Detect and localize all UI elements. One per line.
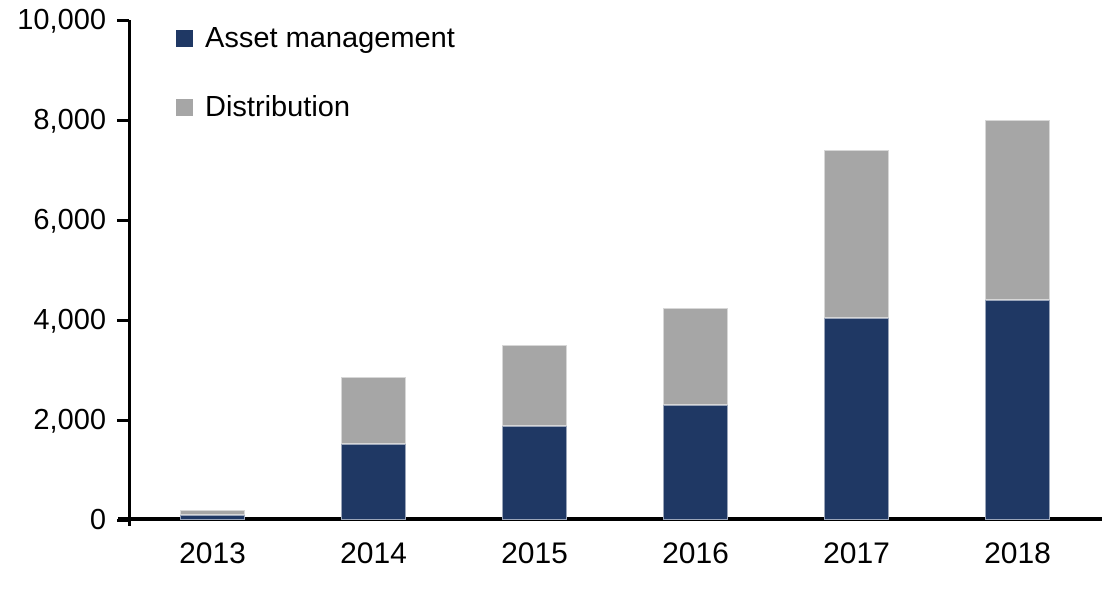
x-tick-label-2014: 2014 — [340, 537, 407, 570]
y-tick-label: 10,000 — [17, 4, 106, 36]
bar-segment-2015-asset-management — [502, 426, 567, 520]
y-tick-label: 6,000 — [33, 204, 106, 236]
bar-group-2016 — [663, 0, 728, 520]
bar-segment-2013-asset-management — [180, 514, 245, 520]
legend-item-asset-management: Asset management — [176, 22, 455, 54]
bar-segment-2016-distribution — [663, 307, 728, 405]
bar-segment-2014-distribution — [341, 377, 406, 444]
x-tick-label-2015: 2015 — [501, 537, 568, 570]
y-tick — [117, 118, 129, 122]
bar-segment-2013-distribution — [180, 510, 245, 515]
y-tick — [117, 418, 129, 422]
asset-management-swatch-icon — [176, 29, 193, 47]
y-tick — [117, 518, 129, 522]
bar-segment-2018-distribution — [985, 120, 1050, 300]
y-tick — [117, 218, 129, 222]
bar-segment-2017-distribution — [824, 150, 889, 318]
y-tick — [117, 318, 129, 322]
bar-segment-2017-asset-management — [824, 317, 889, 520]
bar-segment-2018-asset-management — [985, 300, 1050, 520]
x-tick-label-2018: 2018 — [984, 537, 1051, 570]
bar-group-2013 — [180, 0, 245, 520]
legend-label-asset-management: Asset management — [205, 22, 455, 54]
bar-segment-2016-asset-management — [663, 405, 728, 520]
bar-segment-2014-asset-management — [341, 443, 406, 520]
bar-group-2015 — [502, 0, 567, 520]
x-tick-label-2016: 2016 — [662, 537, 729, 570]
bar-segment-2015-distribution — [502, 345, 567, 426]
y-tick-label: 0 — [89, 504, 106, 536]
legend: Asset management Distribution — [176, 22, 455, 123]
y-tick — [117, 18, 129, 22]
x-tick-label-2017: 2017 — [823, 537, 890, 570]
y-axis-line — [128, 20, 131, 526]
x-tick-label-2013: 2013 — [179, 537, 246, 570]
legend-item-distribution: Distribution — [176, 91, 455, 123]
legend-label-distribution: Distribution — [205, 91, 351, 123]
y-tick-label: 8,000 — [33, 104, 106, 136]
bar-group-2017 — [824, 0, 889, 520]
bar-group-2018 — [985, 0, 1050, 520]
y-tick-label: 4,000 — [33, 304, 106, 336]
distribution-swatch-icon — [176, 98, 193, 116]
y-tick-label: 2,000 — [33, 404, 106, 436]
bar-group-2014 — [341, 0, 406, 520]
x-axis-line — [118, 517, 1102, 521]
